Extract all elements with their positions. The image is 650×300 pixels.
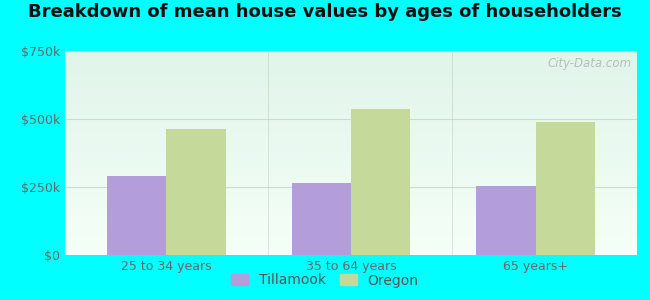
Bar — [292, 183, 351, 255]
Text: Breakdown of mean house values by ages of householders: Breakdown of mean house values by ages o… — [28, 3, 622, 21]
Bar — [476, 186, 536, 255]
Text: City-Data.com: City-Data.com — [547, 57, 631, 70]
Bar — [107, 176, 166, 255]
Bar — [536, 122, 595, 255]
Bar — [166, 128, 226, 255]
Legend: Tillamook, Oregon: Tillamook, Oregon — [226, 268, 424, 293]
Bar — [351, 110, 410, 255]
